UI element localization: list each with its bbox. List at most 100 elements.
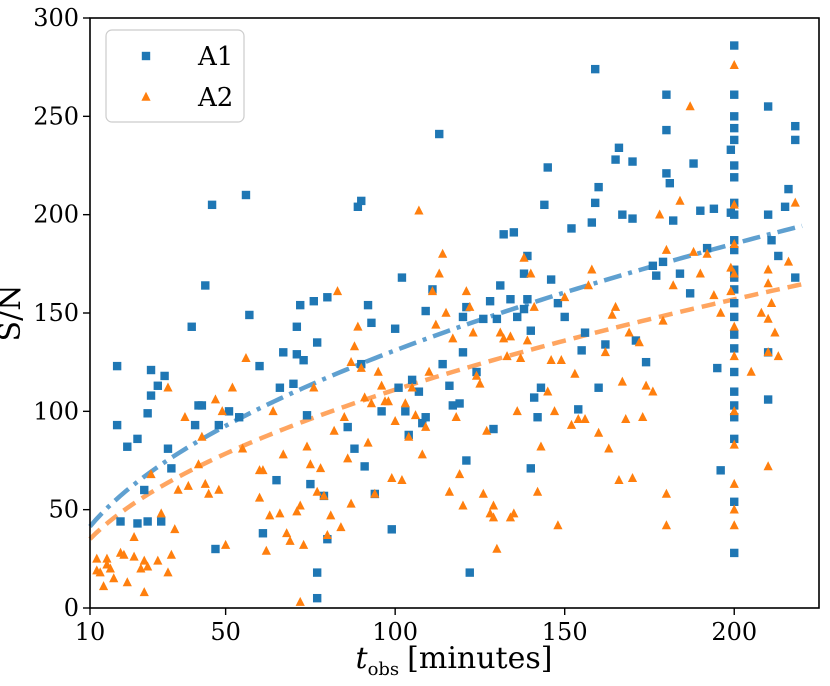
a2-point xyxy=(729,439,739,449)
a2-point xyxy=(729,406,739,416)
a1-point xyxy=(167,464,176,473)
y-tick-label: 100 xyxy=(33,397,79,425)
a1-point xyxy=(112,361,122,371)
a1-point xyxy=(234,413,244,422)
a2-point xyxy=(695,268,705,278)
a1-point xyxy=(591,198,600,208)
a2-point xyxy=(183,480,193,490)
x-tick-label: 10 xyxy=(75,618,106,646)
a2-point xyxy=(560,292,570,302)
a1-point xyxy=(401,407,410,416)
a1-point xyxy=(730,112,739,121)
a2-point xyxy=(241,353,251,363)
a2-point xyxy=(373,366,383,376)
a2-point xyxy=(790,197,800,207)
a2-point xyxy=(315,463,326,473)
a2-point xyxy=(105,563,115,573)
a2-point xyxy=(146,469,156,479)
a2-point xyxy=(451,412,461,422)
a1-point xyxy=(312,568,322,577)
a2-point xyxy=(326,510,336,520)
a2-point xyxy=(729,351,739,361)
a2-point xyxy=(349,341,360,351)
a1-point xyxy=(567,224,576,233)
a2-point xyxy=(282,528,292,538)
a1-point xyxy=(513,312,522,322)
a1-point xyxy=(323,293,332,302)
y-tick-label: 50 xyxy=(48,496,79,524)
a2-point xyxy=(102,553,112,563)
a2-point xyxy=(390,415,400,425)
a2-point xyxy=(210,394,221,404)
a1-point xyxy=(455,399,464,408)
y-tick-label: 150 xyxy=(33,299,79,327)
a2-point xyxy=(556,355,566,364)
a1-point xyxy=(730,273,739,282)
legend-marker-a2 xyxy=(141,91,151,101)
a2-point xyxy=(729,321,739,331)
a2-point xyxy=(370,488,380,498)
a1-point xyxy=(309,297,318,306)
a1-point xyxy=(574,405,583,414)
a2-point xyxy=(377,380,387,390)
a2-point xyxy=(583,280,594,290)
a1-point xyxy=(397,273,407,282)
a1-point xyxy=(445,381,454,390)
a1-point xyxy=(292,322,302,331)
a1-point xyxy=(780,202,790,211)
a1-point xyxy=(601,340,610,349)
a2-point xyxy=(397,474,407,484)
a1-point xyxy=(648,261,658,270)
a2-point xyxy=(387,473,397,482)
a2-point xyxy=(339,412,349,422)
a1-point xyxy=(791,273,800,282)
a1-point xyxy=(123,442,132,451)
a2-point xyxy=(427,286,438,296)
a1-point xyxy=(730,245,739,255)
a2-point xyxy=(173,484,183,494)
a2-point xyxy=(726,286,736,296)
a2-point xyxy=(519,252,529,262)
a2-point xyxy=(763,264,773,274)
a1-point xyxy=(289,379,298,388)
a2-point xyxy=(658,315,668,325)
a2-point xyxy=(516,353,526,363)
a1-point xyxy=(533,413,542,422)
a1-point xyxy=(784,184,793,194)
a2-point xyxy=(214,484,224,494)
a2-point xyxy=(627,473,638,482)
a2-point xyxy=(475,378,485,388)
a1-point xyxy=(709,204,719,213)
a2-point xyxy=(166,549,176,559)
a2-point xyxy=(624,327,634,337)
a2-point xyxy=(332,286,343,296)
a2-point xyxy=(200,478,210,488)
a2-point xyxy=(265,510,275,520)
a1-point xyxy=(658,257,668,267)
a2-point xyxy=(197,431,207,441)
a2-point xyxy=(285,535,295,545)
y-axis-label: S/N xyxy=(0,285,28,342)
a2-point xyxy=(193,459,204,469)
a2-point xyxy=(499,333,509,343)
a1-point xyxy=(546,275,556,284)
a2-point xyxy=(661,520,672,530)
a2-point xyxy=(319,490,329,500)
a2-point xyxy=(431,319,441,329)
a2-point xyxy=(217,406,227,416)
a2-point xyxy=(610,301,621,311)
a1-point xyxy=(730,90,739,99)
a1-point xyxy=(214,420,224,430)
a1-point xyxy=(689,159,698,168)
a1-point xyxy=(245,310,254,320)
a2-point xyxy=(329,425,339,435)
a1-point xyxy=(146,365,156,375)
a2-point xyxy=(163,382,173,392)
a2-point xyxy=(109,573,119,583)
a2-point xyxy=(763,313,773,323)
a1-point xyxy=(791,135,800,145)
a2-point xyxy=(414,205,424,215)
a1-point xyxy=(157,517,166,526)
a2-point xyxy=(302,441,312,451)
a1-point xyxy=(730,298,739,308)
